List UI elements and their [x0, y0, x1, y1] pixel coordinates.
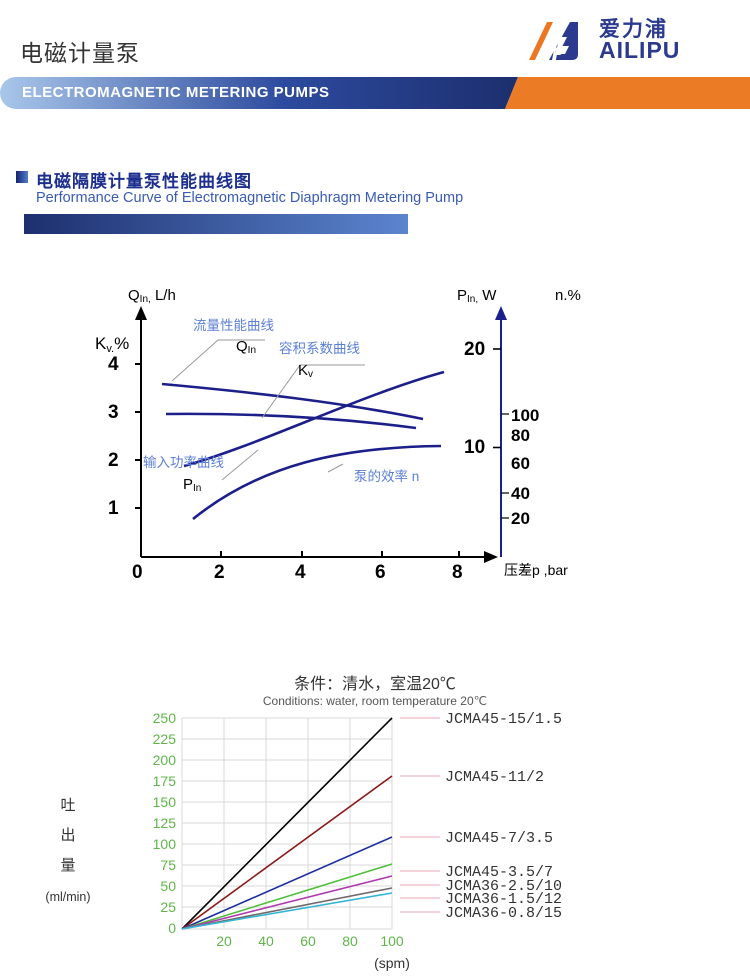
- svg-text:80: 80: [342, 933, 358, 949]
- svg-text:25: 25: [160, 899, 176, 915]
- svg-text:200: 200: [153, 752, 177, 768]
- svg-text:(ml/min): (ml/min): [45, 890, 90, 904]
- svg-text:50: 50: [160, 878, 176, 894]
- svg-text:225: 225: [153, 731, 177, 747]
- svg-text:出: 出: [60, 827, 75, 844]
- svg-text:175: 175: [153, 773, 177, 789]
- svg-text:条件：清水，室温20℃: 条件：清水，室温20℃: [294, 675, 456, 693]
- svg-text:100: 100: [153, 836, 177, 852]
- svg-text:60: 60: [300, 933, 316, 949]
- svg-text:JCMA45-7/3.5: JCMA45-7/3.5: [445, 830, 553, 847]
- svg-text:JCMA36-0.8/15: JCMA36-0.8/15: [445, 905, 562, 922]
- svg-text:125: 125: [153, 815, 177, 831]
- svg-text:JCMA45-11/2: JCMA45-11/2: [445, 769, 544, 786]
- svg-text:40: 40: [258, 933, 274, 949]
- svg-text:(spm): (spm): [374, 955, 410, 971]
- svg-text:75: 75: [160, 857, 176, 873]
- svg-text:20: 20: [216, 933, 232, 949]
- svg-text:100: 100: [380, 933, 404, 949]
- svg-text:150: 150: [153, 794, 177, 810]
- svg-text:吐: 吐: [60, 797, 75, 814]
- svg-text:Conditions: water, room temper: Conditions: water, room temperature 20℃: [263, 694, 487, 708]
- svg-text:250: 250: [153, 710, 177, 726]
- svg-text:0: 0: [168, 920, 176, 936]
- svg-text:量: 量: [60, 857, 75, 874]
- svg-text:JCMA45-15/1.5: JCMA45-15/1.5: [445, 711, 562, 728]
